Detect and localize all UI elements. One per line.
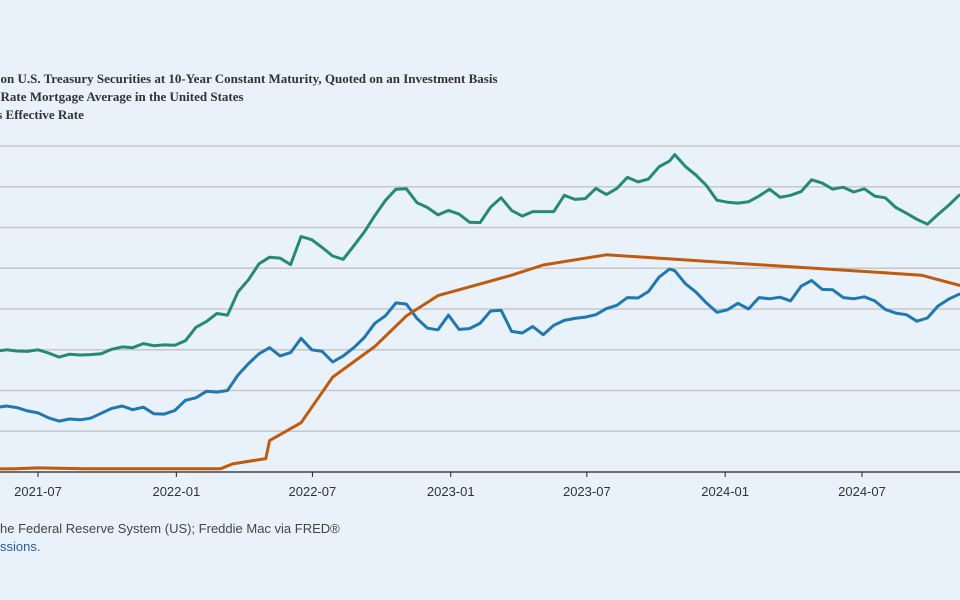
chart-footer: he Federal Reserve System (US); Freddie … <box>0 520 340 556</box>
x-tick-label: 2024-01 <box>701 484 749 499</box>
x-tick-label: 2022-01 <box>152 484 200 499</box>
series-line-3 <box>0 253 960 471</box>
x-axis: 2021-07 2022-01 2022-07 2023-01 2023-07 2024-… <box>14 472 886 499</box>
source-text: he Federal Reserve System (US); Freddie … <box>0 521 340 536</box>
legend-item-mortgage-30y: d Rate Mortgage Average in the United St… <box>0 89 244 104</box>
series-line-1 <box>0 153 960 359</box>
x-tick-label: 2021-07 <box>14 484 62 499</box>
x-tick-label: 2023-07 <box>563 484 611 499</box>
x-tick-label: 2024-07 <box>838 484 886 499</box>
x-tick-label: 2022-07 <box>289 484 337 499</box>
legend-item-treasury-10y: d on U.S. Treasury Securities at 10-Year… <box>0 71 498 86</box>
permissions-link[interactable]: ssions. <box>0 539 41 554</box>
chart-legend: d on U.S. Treasury Securities at 10-Year… <box>0 70 498 124</box>
gridlines <box>0 145 960 473</box>
x-tick-label: 2023-01 <box>427 484 475 499</box>
series-line-2 <box>0 267 960 423</box>
series-lines <box>0 153 960 471</box>
legend-item-fed-funds: ds Effective Rate <box>0 107 84 122</box>
